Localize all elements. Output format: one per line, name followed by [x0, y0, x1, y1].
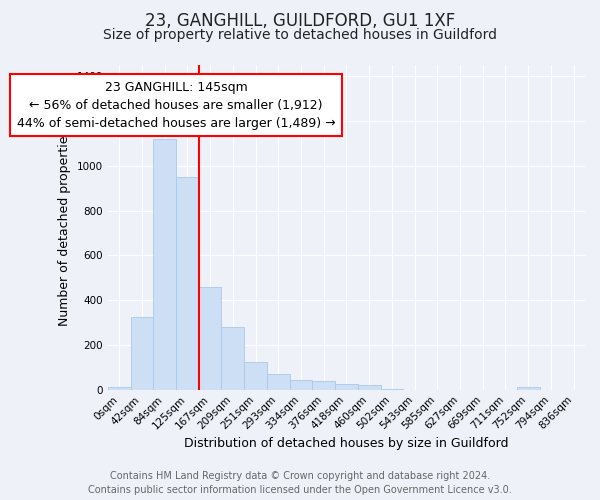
Bar — [108, 388, 131, 390]
Bar — [176, 177, 199, 390]
Bar — [380, 388, 403, 390]
Text: Contains HM Land Registry data © Crown copyright and database right 2024.
Contai: Contains HM Land Registry data © Crown c… — [88, 471, 512, 495]
Bar — [244, 362, 267, 390]
Bar — [358, 385, 380, 390]
Text: 23 GANGHILL: 145sqm
← 56% of detached houses are smaller (1,912)
44% of semi-det: 23 GANGHILL: 145sqm ← 56% of detached ho… — [17, 80, 335, 130]
Bar — [517, 388, 539, 390]
Bar — [154, 139, 176, 390]
Bar — [221, 327, 244, 390]
Bar — [131, 317, 154, 390]
Bar — [199, 286, 221, 390]
Bar — [267, 374, 290, 390]
Bar — [335, 384, 358, 390]
Y-axis label: Number of detached properties: Number of detached properties — [58, 129, 71, 326]
Text: Size of property relative to detached houses in Guildford: Size of property relative to detached ho… — [103, 28, 497, 42]
X-axis label: Distribution of detached houses by size in Guildford: Distribution of detached houses by size … — [184, 437, 509, 450]
Bar — [290, 380, 313, 390]
Bar — [313, 381, 335, 390]
Text: 23, GANGHILL, GUILDFORD, GU1 1XF: 23, GANGHILL, GUILDFORD, GU1 1XF — [145, 12, 455, 30]
